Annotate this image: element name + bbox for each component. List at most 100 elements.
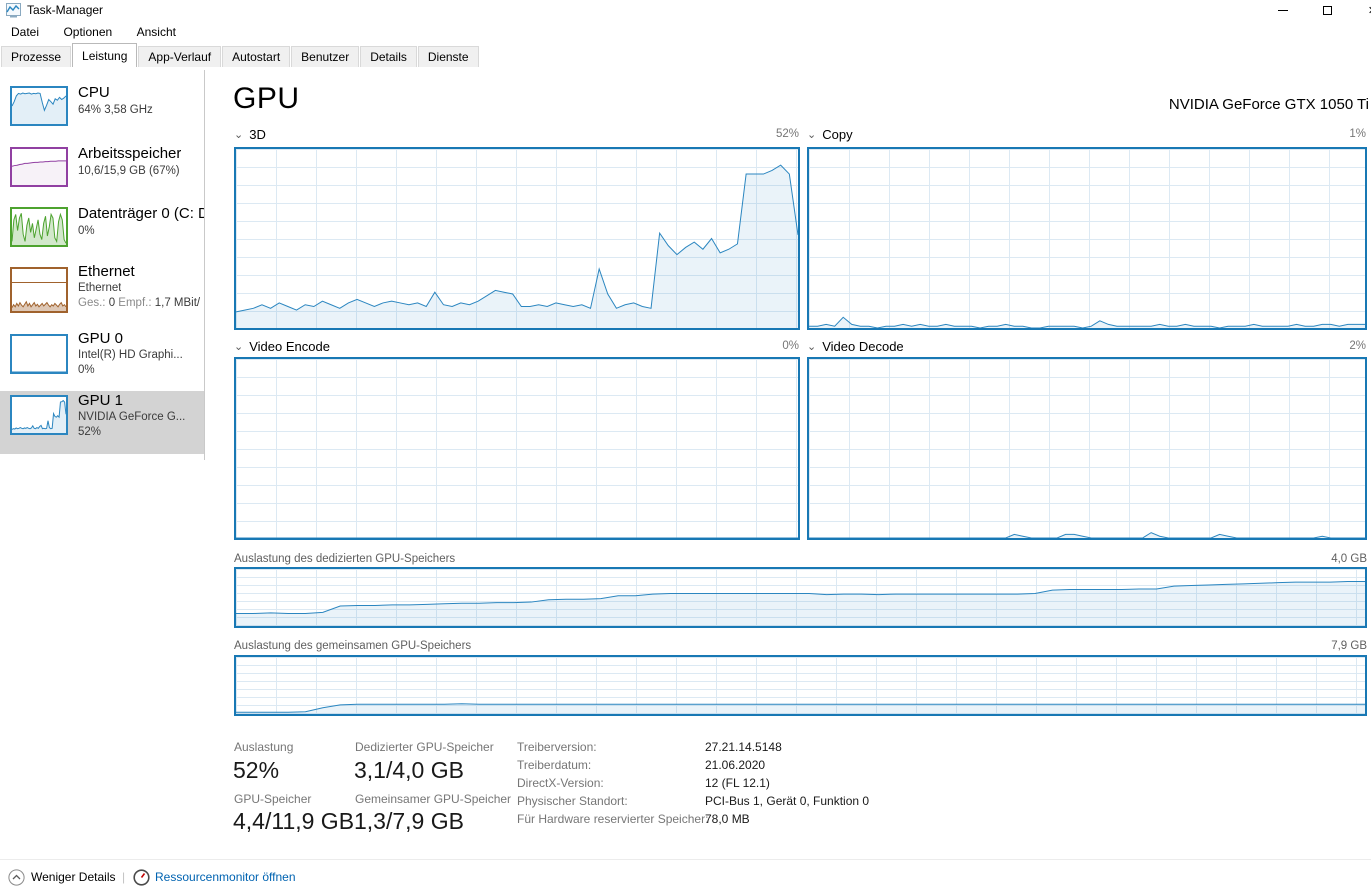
memory-mini-chart xyxy=(10,147,68,187)
sidebar-gpu0-name: Intel(R) HD Graphi... xyxy=(78,349,183,361)
chevron-down-icon[interactable]: ⌄ xyxy=(234,341,244,353)
disk-mini-chart xyxy=(10,207,68,247)
sidebar-item-datentraeger[interactable]: Datenträger 0 (C: D 0% xyxy=(0,203,204,263)
resource-monitor-icon[interactable] xyxy=(133,869,150,889)
chart-copy xyxy=(807,147,1367,330)
chart-video-encode xyxy=(234,357,800,540)
titlebar: Task-Manager ✕ xyxy=(0,0,1371,21)
tab-dienste[interactable]: Dienste xyxy=(417,46,479,67)
stat-gpu-speicher-value: 4,4/11,9 GB xyxy=(233,808,355,834)
sidebar-cpu-stats: 64% 3,58 GHz xyxy=(78,104,153,116)
stat-gemeinsamer-label: Gemeinsamer GPU-Speicher xyxy=(355,792,512,806)
sidebar-ethernet-stats: Ges.: 0 Empf.: 1,7 MBit/ xyxy=(78,297,201,309)
stat-auslastung-value: 52% xyxy=(233,757,280,783)
page-title: GPU xyxy=(233,82,300,115)
sidebar-item-cpu[interactable]: CPU 64% 3,58 GHz xyxy=(0,82,204,142)
panel-label-video-encode: Video Encode xyxy=(249,339,330,354)
sidebar-disk-stats: 0% xyxy=(78,225,95,237)
tab-prozesse[interactable]: Prozesse xyxy=(1,46,72,67)
footer-separator: | xyxy=(122,870,126,884)
menu-datei[interactable]: Datei xyxy=(11,25,40,39)
detail-treiberversion-value: 27.21.14.5148 xyxy=(705,740,782,754)
tab-details[interactable]: Details xyxy=(360,46,417,67)
stat-dedizierter-value: 3,1/4,0 GB xyxy=(354,757,464,783)
panel-header-video-encode: ⌄ Video Encode 0% xyxy=(234,339,800,355)
sidebar-ethernet-title: Ethernet xyxy=(78,263,135,280)
chart-3d xyxy=(234,147,800,330)
menu-ansicht[interactable]: Ansicht xyxy=(136,25,176,39)
dedicated-memory-label: Auslastung des dedizierten GPU-Speichers xyxy=(234,553,456,565)
sidebar-item-gpu1[interactable]: GPU 1 NVIDIA GeForce G... 52% xyxy=(0,391,204,454)
shared-memory-max: 7,9 GB xyxy=(1331,640,1367,652)
sidebar-gpu0-stats: 0% xyxy=(78,364,95,376)
panel-value-video-decode: 2% xyxy=(1349,340,1366,352)
stat-dedizierter-label: Dedizierter GPU-Speicher xyxy=(355,740,494,754)
panel-header-copy: ⌄ Copy 1% xyxy=(807,127,1367,143)
footer: Weniger Details | Ressourcenmonitor öffn… xyxy=(0,859,1371,895)
panel-label-copy: Copy xyxy=(822,127,853,142)
sidebar-item-arbeitsspeicher[interactable]: Arbeitsspeicher 10,6/15,9 GB (67%) xyxy=(0,143,204,203)
detail-treiberversion-label: Treiberversion: xyxy=(517,740,597,754)
stat-gpu-speicher-label: GPU-Speicher xyxy=(234,792,312,806)
gpu0-mini-chart xyxy=(10,334,68,374)
sidebar-gpu1-stats: 52% xyxy=(78,426,102,438)
ressourcenmonitor-link[interactable]: Ressourcenmonitor öffnen xyxy=(155,870,296,884)
detail-reserviert-value: 78,0 MB xyxy=(705,812,750,826)
detail-directx-label: DirectX-Version: xyxy=(517,776,604,790)
sidebar-gpu1-name: NVIDIA GeForce G... xyxy=(78,411,186,423)
chevron-down-icon[interactable]: ⌄ xyxy=(807,341,817,353)
chevron-down-icon[interactable]: ⌄ xyxy=(234,129,244,141)
ethernet-mini-chart xyxy=(10,267,68,313)
panel-header-video-decode: ⌄ Video Decode 2% xyxy=(807,339,1367,355)
minimize-button[interactable] xyxy=(1260,0,1305,21)
sidebar-gpu0-title: GPU 0 xyxy=(78,330,124,347)
detail-treiberdatum-label: Treiberdatum: xyxy=(517,758,592,772)
tab-benutzer[interactable]: Benutzer xyxy=(291,46,360,67)
close-icon: ✕ xyxy=(1368,4,1371,17)
chevron-down-icon[interactable]: ⌄ xyxy=(807,129,817,141)
sidebar-item-gpu0[interactable]: GPU 0 Intel(R) HD Graphi... 0% xyxy=(0,330,204,390)
sidebar-cpu-title: CPU xyxy=(78,84,110,101)
panel-value-copy: 1% xyxy=(1349,128,1366,140)
maximize-button[interactable] xyxy=(1305,0,1350,21)
cpu-mini-chart xyxy=(10,86,68,126)
tabbar: Prozesse Leistung App-Verlauf Autostart … xyxy=(0,43,1371,67)
minimize-icon xyxy=(1277,10,1288,11)
shared-memory-label: Auslastung des gemeinsamen GPU-Speichers xyxy=(234,640,472,652)
stat-auslastung-label: Auslastung xyxy=(234,740,294,754)
detail-reserviert-label: Für Hardware reservierter Speicher: xyxy=(517,812,709,826)
tab-autostart[interactable]: Autostart xyxy=(222,46,291,67)
chart-dedicated-memory xyxy=(234,567,1367,628)
sidebar-memory-title: Arbeitsspeicher xyxy=(78,145,182,162)
panel-header-3d: ⌄ 3D 52% xyxy=(234,127,800,143)
tab-app-verlauf[interactable]: App-Verlauf xyxy=(138,46,222,67)
panel-value-video-encode: 0% xyxy=(782,340,799,352)
gpu1-mini-chart xyxy=(10,395,68,435)
sidebar-memory-stats: 10,6/15,9 GB (67%) xyxy=(78,165,180,177)
detail-standort-label: Physischer Standort: xyxy=(517,794,628,808)
weniger-details-button[interactable]: Weniger Details xyxy=(31,870,116,884)
dedicated-memory-max: 4,0 GB xyxy=(1331,553,1367,565)
maximize-icon xyxy=(1323,6,1332,15)
detail-treiberdatum-value: 21.06.2020 xyxy=(705,758,766,772)
panel-value-3d: 52% xyxy=(775,128,799,140)
panel-label-video-decode: Video Decode xyxy=(822,339,904,354)
sidebar-item-ethernet[interactable]: Ethernet Ethernet Ges.: 0 Empf.: 1,7 MBi… xyxy=(0,263,204,327)
chart-shared-memory xyxy=(234,655,1367,716)
close-button[interactable]: ✕ xyxy=(1350,0,1371,21)
window-title: Task-Manager xyxy=(27,3,104,17)
task-manager-app-icon xyxy=(6,3,21,18)
sidebar-gpu1-title: GPU 1 xyxy=(78,392,124,409)
sidebar-divider xyxy=(204,70,205,460)
collapse-chevron-icon[interactable] xyxy=(8,869,25,889)
adapter-name: NVIDIA GeForce GTX 1050 Ti xyxy=(1168,96,1369,113)
chart-video-decode xyxy=(807,357,1367,540)
menu-optionen[interactable]: Optionen xyxy=(63,25,113,39)
detail-directx-value: 12 (FL 12.1) xyxy=(705,776,770,790)
sidebar-disk-title: Datenträger 0 (C: D xyxy=(78,205,204,222)
tab-leistung[interactable]: Leistung xyxy=(72,43,138,67)
sidebar-ethernet-name: Ethernet xyxy=(78,282,122,294)
stat-gemeinsamer-value: 1,3/7,9 GB xyxy=(354,808,464,834)
panel-label-3d: 3D xyxy=(249,127,266,142)
